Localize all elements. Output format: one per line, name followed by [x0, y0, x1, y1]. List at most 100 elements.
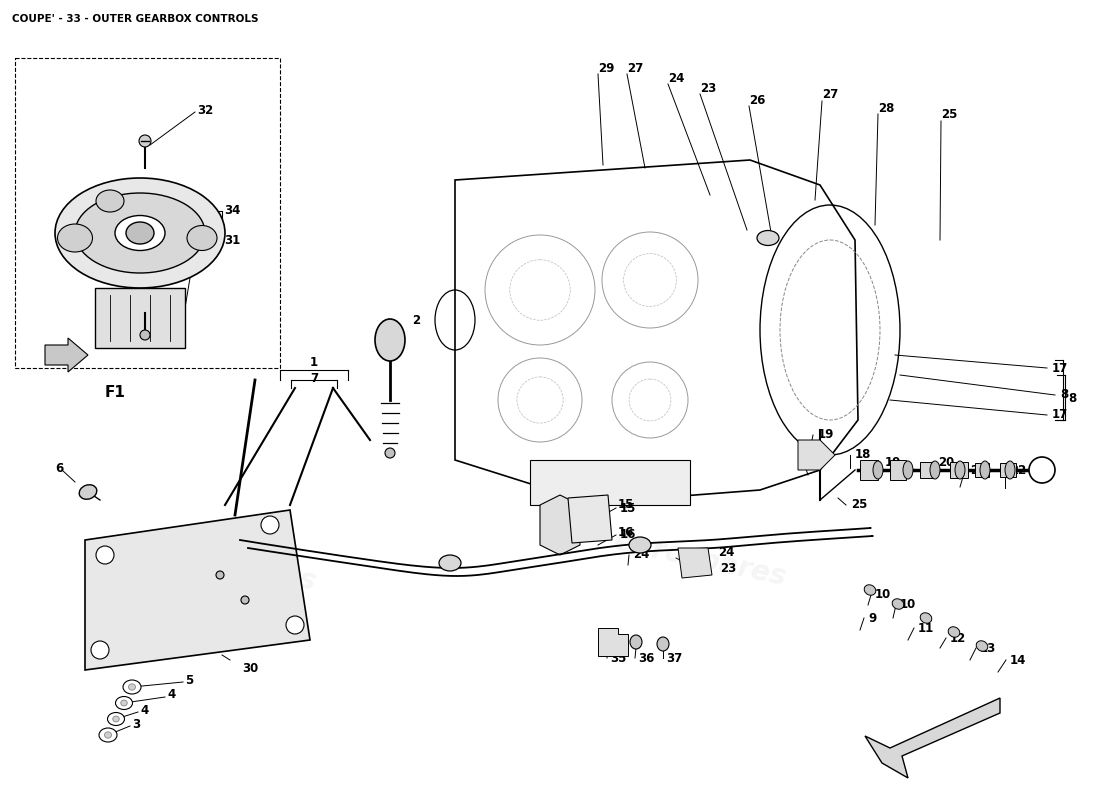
Text: 11: 11 [918, 622, 934, 634]
Ellipse shape [375, 319, 405, 361]
Text: 17: 17 [1052, 409, 1068, 422]
Text: 28: 28 [878, 102, 894, 114]
Text: 7: 7 [310, 371, 318, 385]
Text: 4: 4 [167, 689, 175, 702]
Circle shape [91, 641, 109, 659]
Polygon shape [798, 440, 835, 470]
Text: 23: 23 [720, 562, 736, 574]
Ellipse shape [123, 680, 141, 694]
Text: 20: 20 [938, 455, 955, 469]
Text: 25: 25 [851, 498, 868, 511]
Text: 36: 36 [638, 651, 654, 665]
Bar [15, 58, 280, 368]
Ellipse shape [892, 598, 904, 610]
Bar [890, 460, 906, 480]
Ellipse shape [903, 461, 913, 479]
Text: 29: 29 [598, 62, 615, 74]
Ellipse shape [79, 485, 97, 499]
Text: 2: 2 [412, 314, 420, 326]
Text: 23: 23 [680, 551, 696, 565]
Text: 34: 34 [224, 205, 241, 218]
Polygon shape [230, 68, 278, 338]
Ellipse shape [865, 585, 876, 595]
Text: eurospares: eurospares [142, 524, 318, 596]
Circle shape [96, 546, 114, 564]
Text: A: A [1038, 465, 1045, 475]
Ellipse shape [116, 215, 165, 250]
Text: 19: 19 [886, 455, 901, 469]
Text: 27: 27 [627, 62, 644, 74]
Ellipse shape [976, 641, 988, 651]
Ellipse shape [129, 684, 135, 690]
Text: eurospares: eurospares [612, 528, 789, 592]
Text: 1: 1 [310, 355, 318, 369]
Ellipse shape [439, 555, 461, 571]
Text: 15: 15 [620, 502, 637, 514]
Polygon shape [865, 698, 1000, 778]
Text: 10: 10 [874, 589, 891, 602]
Bar [860, 460, 878, 480]
Polygon shape [678, 548, 712, 578]
Bar [530, 460, 690, 505]
Text: 9: 9 [868, 611, 877, 625]
Bar [950, 462, 968, 478]
Bar [1000, 463, 1016, 477]
Text: 12: 12 [950, 631, 966, 645]
Circle shape [385, 448, 395, 458]
Text: 15: 15 [618, 498, 635, 510]
Ellipse shape [112, 716, 119, 722]
Ellipse shape [121, 700, 128, 706]
Text: 30: 30 [242, 662, 258, 674]
Polygon shape [598, 628, 628, 656]
Ellipse shape [108, 713, 124, 726]
Ellipse shape [980, 461, 990, 479]
Text: 21: 21 [970, 463, 987, 477]
Text: 19: 19 [818, 429, 835, 442]
Ellipse shape [873, 461, 883, 479]
Ellipse shape [116, 697, 132, 710]
Text: 13: 13 [980, 642, 997, 654]
Text: 26: 26 [749, 94, 766, 106]
Text: 27: 27 [822, 89, 838, 102]
Polygon shape [45, 338, 88, 372]
Text: 23: 23 [700, 82, 716, 94]
Polygon shape [568, 495, 612, 543]
Text: F1: F1 [104, 385, 125, 400]
Text: COUPE' - 33 - OUTER GEARBOX CONTROLS: COUPE' - 33 - OUTER GEARBOX CONTROLS [12, 14, 258, 24]
Ellipse shape [955, 461, 965, 479]
Text: 24: 24 [718, 546, 735, 558]
Text: 14: 14 [1010, 654, 1026, 666]
Ellipse shape [99, 728, 117, 742]
Polygon shape [85, 510, 310, 670]
Ellipse shape [629, 537, 651, 553]
Text: 24: 24 [632, 549, 649, 562]
Ellipse shape [757, 230, 779, 246]
Text: 3: 3 [132, 718, 140, 730]
Text: 22: 22 [1010, 463, 1026, 477]
Ellipse shape [126, 222, 154, 244]
Text: 8: 8 [1068, 391, 1076, 405]
Ellipse shape [57, 224, 92, 252]
Text: 16: 16 [620, 529, 637, 542]
Ellipse shape [75, 193, 205, 273]
Bar [95, 288, 185, 348]
Text: 24: 24 [668, 71, 684, 85]
Ellipse shape [930, 461, 940, 479]
Circle shape [286, 616, 304, 634]
Ellipse shape [602, 633, 614, 647]
Text: 16: 16 [618, 526, 635, 538]
Polygon shape [16, 78, 85, 358]
Text: 33: 33 [197, 239, 213, 253]
Text: 35: 35 [610, 651, 626, 665]
Circle shape [140, 330, 150, 340]
Circle shape [241, 596, 249, 604]
Bar [920, 462, 934, 478]
Text: 12: 12 [808, 454, 824, 466]
Text: 4: 4 [140, 703, 148, 717]
Circle shape [261, 516, 279, 534]
Text: 5: 5 [185, 674, 194, 686]
Ellipse shape [1005, 461, 1015, 479]
Ellipse shape [948, 626, 960, 638]
Ellipse shape [630, 635, 642, 649]
Polygon shape [540, 495, 580, 555]
